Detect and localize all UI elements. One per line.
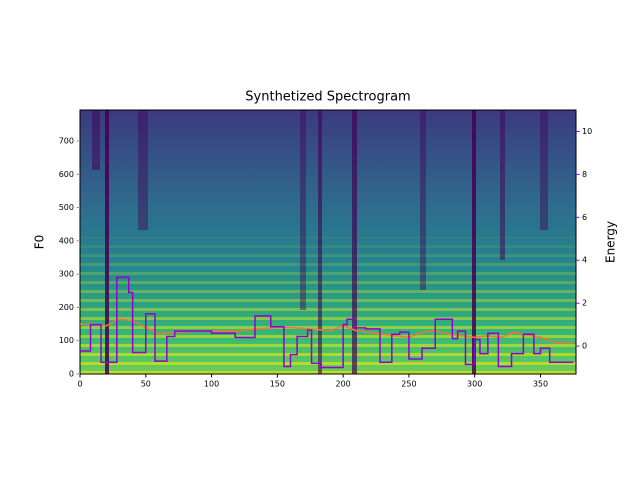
x-tick-label: 300 (467, 380, 482, 389)
x-tick-label: 150 (270, 380, 285, 389)
y2-tick-label: 2 (582, 299, 587, 308)
x-tick-label: 100 (204, 380, 219, 389)
y-tick-label: 300 (59, 270, 74, 279)
y2-tick-label: 0 (582, 342, 587, 351)
x-tick-label: 200 (335, 380, 350, 389)
y-tick-label: 100 (59, 336, 74, 345)
y-tick-label: 700 (59, 136, 74, 145)
y2-tick-label: 10 (582, 127, 592, 136)
x-tick-label: 50 (141, 380, 151, 389)
y-tick-label: 500 (59, 203, 74, 212)
y2-tick-label: 8 (582, 170, 587, 179)
y2-axis-label: Energy (604, 221, 618, 263)
y-axis-label: F0 (33, 235, 47, 250)
y2-tick-label: 6 (582, 213, 587, 222)
x-tick-label: 350 (533, 380, 548, 389)
chart-title: Synthetized Spectrogram (245, 90, 410, 105)
y-tick-label: 0 (69, 370, 74, 379)
x-tick-label: 250 (401, 380, 416, 389)
y-tick-label: 600 (59, 170, 74, 179)
series-line (80, 276, 574, 369)
y-tick-label: 200 (59, 303, 74, 312)
x-tick-label: 0 (77, 380, 82, 389)
y-tick-label: 400 (59, 236, 74, 245)
spectrogram (80, 110, 576, 374)
plot-frame (79, 109, 577, 375)
y2-tick-label: 4 (582, 256, 587, 265)
